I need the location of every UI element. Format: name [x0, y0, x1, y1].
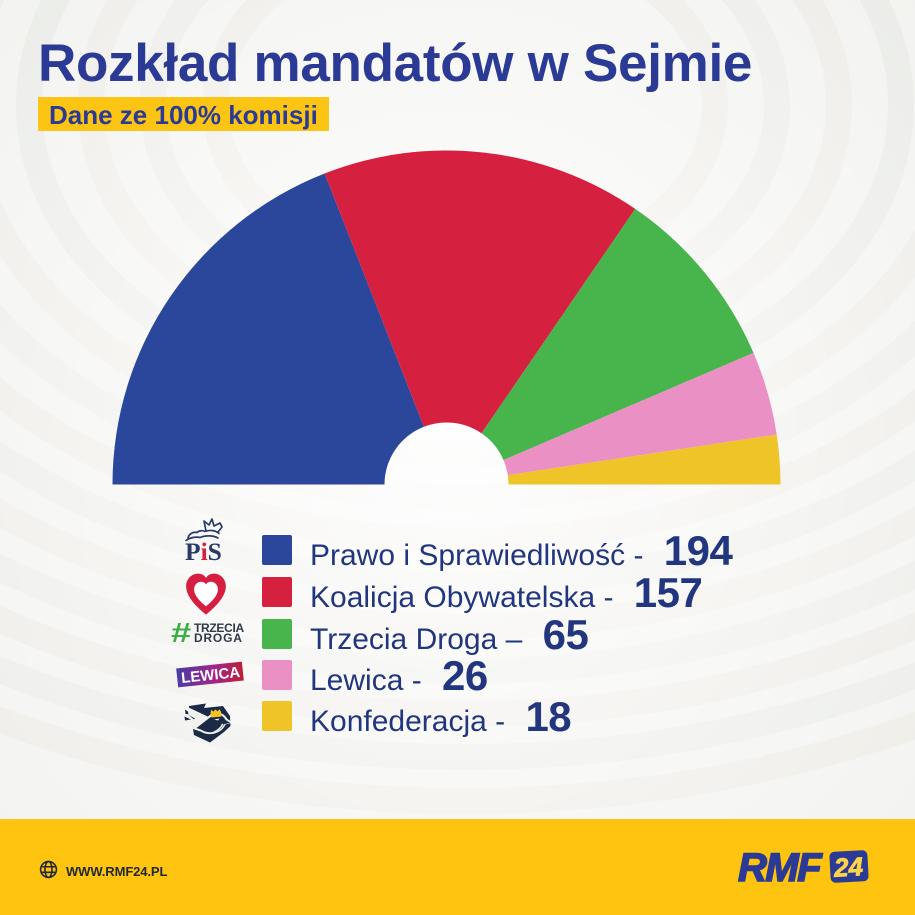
svg-text:PiS: PiS [185, 537, 222, 562]
